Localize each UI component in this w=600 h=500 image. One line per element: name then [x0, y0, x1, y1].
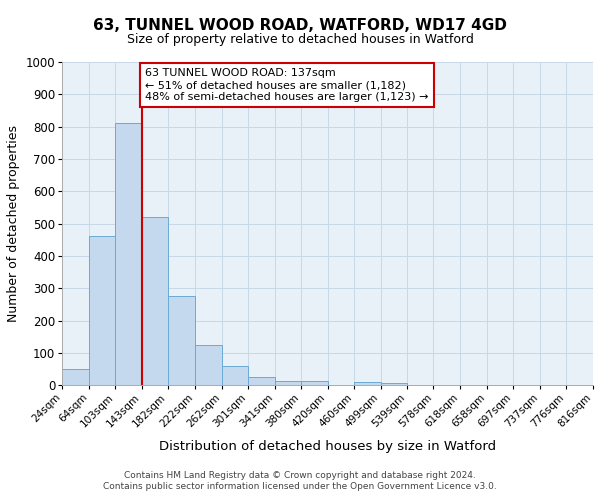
Text: Contains HM Land Registry data © Crown copyright and database right 2024.: Contains HM Land Registry data © Crown c… [124, 471, 476, 480]
Bar [221, 366, 248, 385]
Bar [195, 344, 221, 385]
Bar [62, 369, 89, 385]
Text: Size of property relative to detached houses in Watford: Size of property relative to detached ho… [127, 32, 473, 46]
Y-axis label: Number of detached properties: Number of detached properties [7, 125, 20, 322]
Bar [248, 377, 275, 385]
Bar [89, 236, 115, 385]
Text: Contains public sector information licensed under the Open Government Licence v3: Contains public sector information licen… [103, 482, 497, 491]
Text: 63 TUNNEL WOOD ROAD: 137sqm
← 51% of detached houses are smaller (1,182)
48% of : 63 TUNNEL WOOD ROAD: 137sqm ← 51% of det… [145, 68, 429, 102]
Bar [380, 382, 407, 385]
Bar [168, 296, 195, 385]
Bar [142, 217, 168, 385]
Bar [115, 124, 142, 385]
X-axis label: Distribution of detached houses by size in Watford: Distribution of detached houses by size … [159, 440, 496, 453]
Bar [275, 382, 301, 385]
Bar [355, 382, 380, 385]
Bar [301, 382, 328, 385]
Text: 63, TUNNEL WOOD ROAD, WATFORD, WD17 4GD: 63, TUNNEL WOOD ROAD, WATFORD, WD17 4GD [93, 18, 507, 32]
